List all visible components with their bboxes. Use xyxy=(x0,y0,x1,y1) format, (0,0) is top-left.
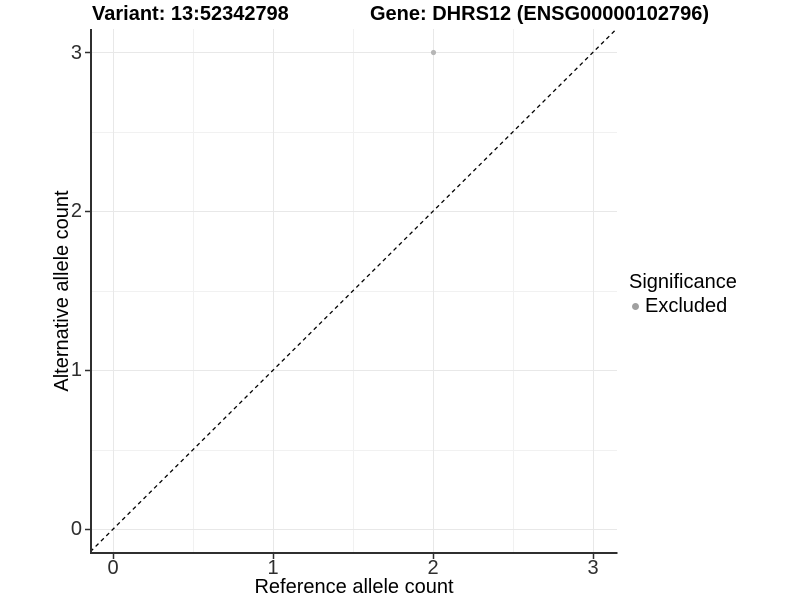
legend-key-dot-icon xyxy=(632,302,639,310)
x-axis-title: Reference allele count xyxy=(254,576,454,598)
x-tick-label-3: 3 xyxy=(587,557,599,579)
x-tick-label-0: 0 xyxy=(107,557,119,579)
legend-item-label: Excluded xyxy=(645,295,728,317)
data-points-layer xyxy=(430,49,437,56)
minor-gridlines xyxy=(92,29,617,552)
x-tick-label-2: 2 xyxy=(427,557,439,579)
plot-title-gene: Gene: DHRS12 (ENSG00000102796) xyxy=(370,3,710,25)
major-gridlines xyxy=(92,29,617,552)
tick-marks xyxy=(85,51,595,559)
identity-dashed-line xyxy=(92,29,617,551)
y-tick-label-1: 1 xyxy=(70,359,82,381)
axis-lines xyxy=(90,29,618,554)
y-tick-label-3: 3 xyxy=(70,42,82,64)
plot-title-variant: Variant: 13:52342798 xyxy=(92,3,289,25)
x-tick-label-1: 1 xyxy=(267,557,279,579)
data-point xyxy=(430,49,437,56)
y-axis-title: Alternative allele count xyxy=(51,190,73,392)
legend-item-excluded: Excluded xyxy=(632,295,737,317)
y-tick-label-2: 2 xyxy=(70,200,82,222)
legend: Significance Excluded xyxy=(629,270,737,317)
y-tick-label-0: 0 xyxy=(70,518,82,540)
legend-title: Significance xyxy=(629,271,737,293)
